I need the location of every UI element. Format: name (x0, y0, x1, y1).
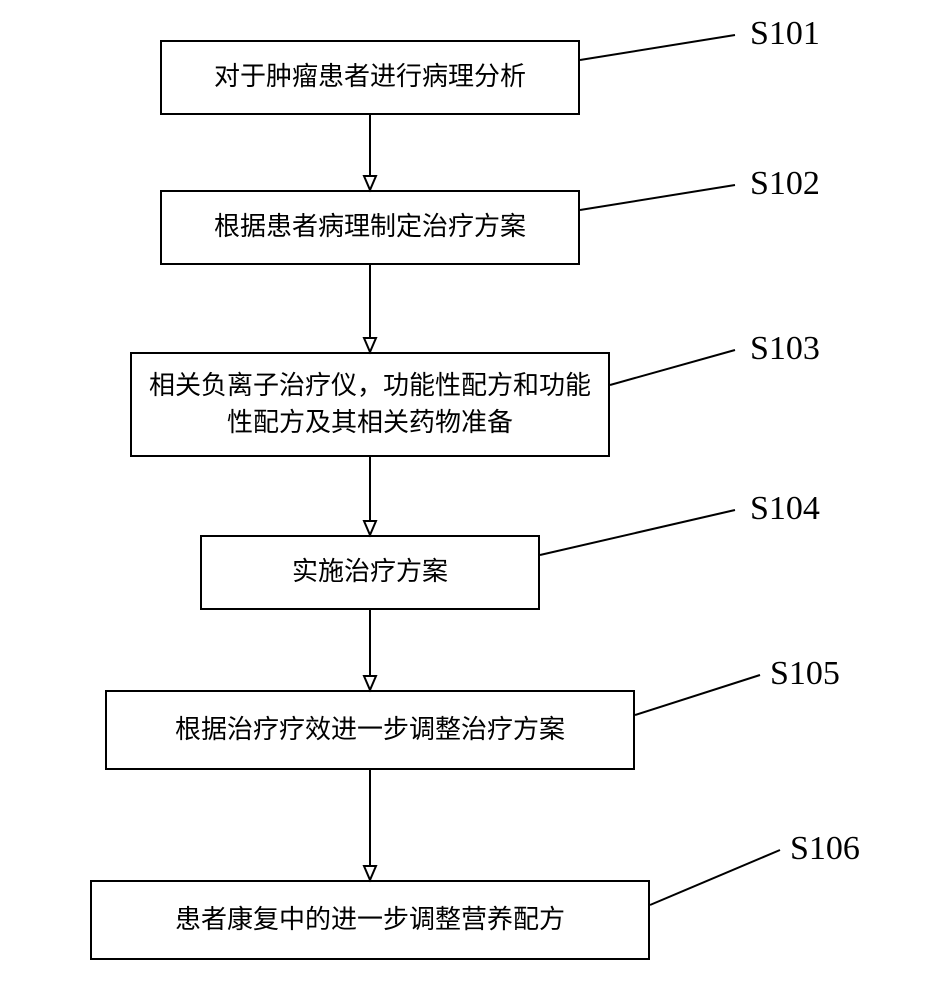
step-box-s103: 相关负离子治疗仪，功能性配方和功能性配方及其相关药物准备 (130, 352, 610, 457)
step-text-s103: 相关负离子治疗仪，功能性配方和功能性配方及其相关药物准备 (140, 368, 600, 441)
step-label-s105: S105 (770, 655, 840, 693)
step-label-s103: S103 (750, 330, 820, 368)
step-box-s106: 患者康复中的进一步调整营养配方 (90, 880, 650, 960)
step-text-s104: 实施治疗方案 (292, 554, 448, 590)
step-label-s104: S104 (750, 490, 820, 528)
step-text-s102: 根据患者病理制定治疗方案 (214, 209, 526, 245)
step-box-s102: 根据患者病理制定治疗方案 (160, 190, 580, 265)
step-label-s101: S101 (750, 15, 820, 53)
step-text-s101: 对于肿瘤患者进行病理分析 (214, 59, 526, 95)
step-box-s104: 实施治疗方案 (200, 535, 540, 610)
step-label-s106: S106 (790, 830, 860, 868)
step-box-s101: 对于肿瘤患者进行病理分析 (160, 40, 580, 115)
step-text-s105: 根据治疗疗效进一步调整治疗方案 (175, 712, 565, 748)
step-text-s106: 患者康复中的进一步调整营养配方 (175, 902, 565, 938)
flowchart-container: 对于肿瘤患者进行病理分析 S101 根据患者病理制定治疗方案 S102 相关负离… (0, 0, 938, 1000)
step-box-s105: 根据治疗疗效进一步调整治疗方案 (105, 690, 635, 770)
step-label-s102: S102 (750, 165, 820, 203)
